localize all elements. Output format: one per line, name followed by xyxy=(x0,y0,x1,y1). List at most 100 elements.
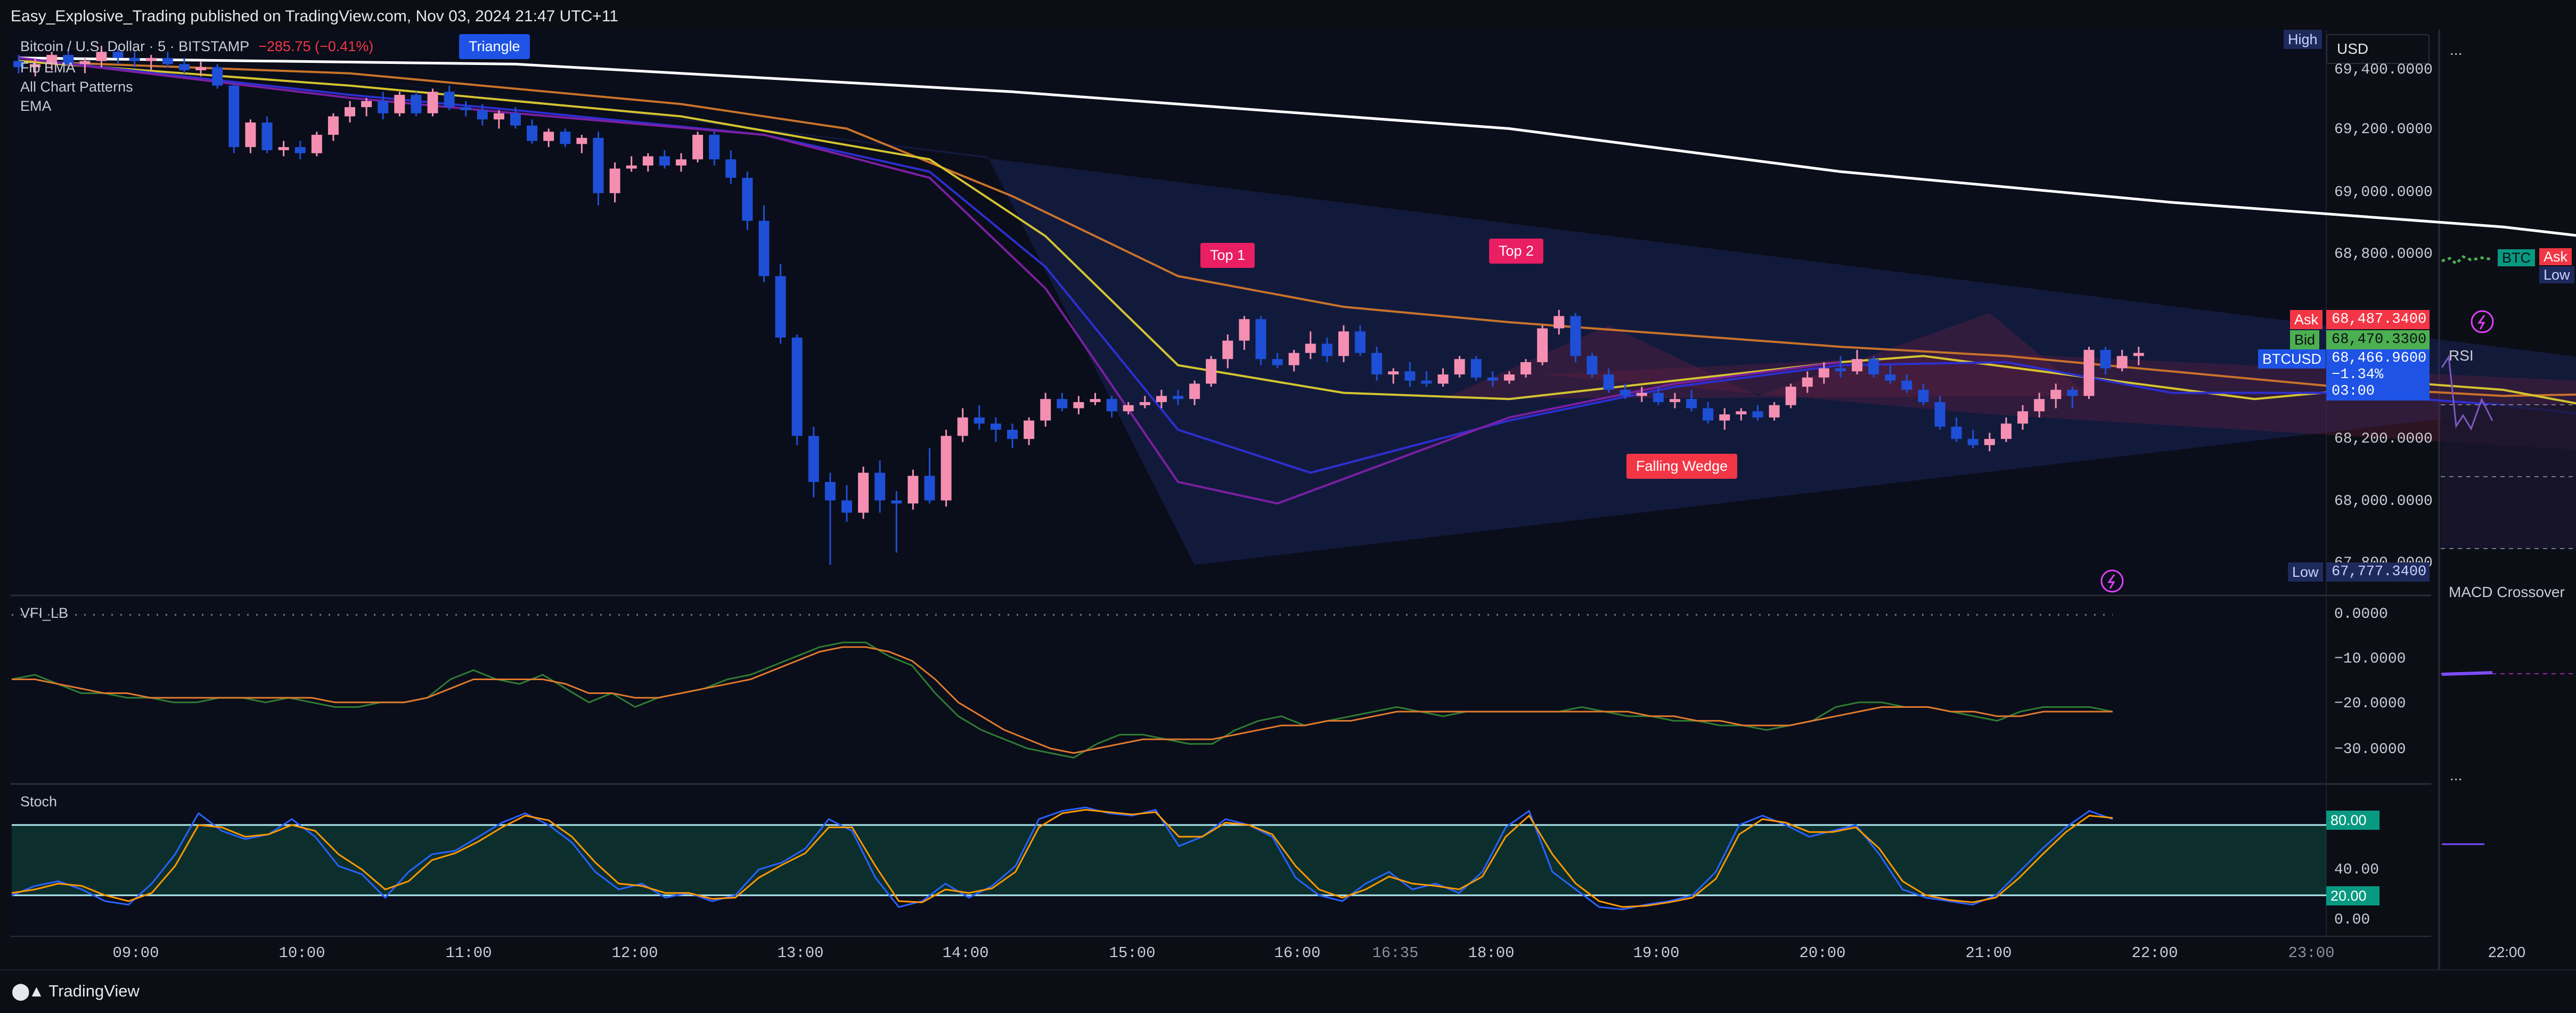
lightning-bolt-icon xyxy=(2477,315,2485,330)
candle-body xyxy=(96,52,107,61)
lightning-icon xyxy=(2100,569,2124,593)
candle-body xyxy=(676,159,686,166)
candle-body xyxy=(1173,396,1183,399)
brand-text: TradingView xyxy=(48,982,140,1000)
candle-body xyxy=(2050,389,2062,399)
candle-body xyxy=(2133,353,2144,356)
candle-body xyxy=(1818,368,1829,378)
candle-body xyxy=(1421,380,1432,384)
time-label: 11:00 xyxy=(445,944,492,962)
candle-body xyxy=(1636,393,1647,396)
candle-body xyxy=(775,276,786,338)
candle-body xyxy=(328,116,339,135)
stoch-mid-label: 40.00 xyxy=(2334,862,2379,878)
candle-body xyxy=(609,168,620,193)
candle-body xyxy=(791,337,803,436)
candle-body xyxy=(46,55,58,64)
legend-fib-ema[interactable]: Fib EMA xyxy=(20,60,76,76)
candle-body xyxy=(1570,316,1581,356)
high-tag: High xyxy=(2284,30,2322,49)
right-panel-menu-top[interactable]: ... xyxy=(2450,42,2463,58)
candle-body xyxy=(2017,411,2029,424)
triangle-label[interactable]: Triangle xyxy=(459,34,530,59)
candle-body xyxy=(477,110,488,120)
candle-body xyxy=(1852,359,1863,372)
candle-body xyxy=(758,220,770,276)
candle-body xyxy=(560,132,571,144)
candle-body xyxy=(1703,408,1714,421)
candle-body xyxy=(2083,349,2095,396)
candle-body xyxy=(1057,399,1068,409)
ask-tag: Ask xyxy=(2290,310,2323,329)
legend-chart-patterns[interactable]: All Chart Patterns xyxy=(20,79,133,95)
macd-title[interactable]: MACD Crossover xyxy=(2449,584,2565,600)
vfi-axis-label: −10.0000 xyxy=(2334,651,2406,667)
candle-body xyxy=(1752,411,1763,418)
candle-body xyxy=(709,135,720,160)
last-price: 68,466.9600 xyxy=(2332,350,2427,366)
candle-body xyxy=(1272,359,1283,365)
candle-body xyxy=(1487,377,1498,381)
candle-body xyxy=(1454,359,1465,375)
price-axis-label: 68,000.0000 xyxy=(2334,493,2433,510)
price-axis-label: 68,200.0000 xyxy=(2334,431,2433,447)
candle-body xyxy=(1239,319,1250,341)
candle-body xyxy=(1470,359,1482,378)
rsi-title[interactable]: RSI xyxy=(2449,347,2474,364)
candle-body xyxy=(493,113,504,120)
candle-body xyxy=(725,159,737,178)
legend-ema[interactable]: EMA xyxy=(20,98,52,114)
candle-body xyxy=(1785,387,1796,405)
price-axis-label: 68,800.0000 xyxy=(2334,246,2433,263)
candle-body xyxy=(1305,344,1316,353)
candle-body xyxy=(179,64,190,70)
candle-body xyxy=(1835,368,1846,372)
candle-body xyxy=(345,107,355,117)
candle-body xyxy=(1769,405,1780,418)
tradingview-brand[interactable]: ⬤▲ TradingView xyxy=(12,982,140,1001)
candle-body xyxy=(1255,319,1266,360)
price-axis-label: 69,000.0000 xyxy=(2334,184,2433,201)
vfi-layer xyxy=(11,614,2113,759)
top2-label[interactable]: Top 2 xyxy=(1489,239,1544,264)
bid-tag: Bid xyxy=(2290,330,2320,349)
candle-body xyxy=(195,67,207,70)
footer-bar xyxy=(0,969,2576,1011)
candle-body xyxy=(990,423,1001,430)
vfi-axis-label: 0.0000 xyxy=(2334,606,2388,623)
candle-body xyxy=(460,107,471,110)
stoch-series-0 xyxy=(11,806,2113,910)
stoch-upper-band: 80.00 xyxy=(2326,811,2379,830)
candle-body xyxy=(261,122,273,150)
currency-selector[interactable]: USD xyxy=(2326,34,2430,64)
time-label: 12:00 xyxy=(611,944,658,962)
right-panel-menu-bottom[interactable]: ... xyxy=(2450,767,2463,783)
candle-body xyxy=(1073,402,1084,409)
candle-body xyxy=(2067,389,2078,396)
vfi-series-0 xyxy=(11,641,2113,759)
candle-body xyxy=(63,55,74,64)
top1-label[interactable]: Top 1 xyxy=(1200,243,1255,268)
vfi-axis-label: −20.0000 xyxy=(2334,696,2406,712)
last-change: −1.34% xyxy=(2332,367,2384,383)
candle-body xyxy=(742,177,753,221)
vfi-title[interactable]: VFI_LB xyxy=(20,605,69,621)
candle-body xyxy=(145,58,157,61)
vfi-series-1 xyxy=(12,646,2113,754)
candle-body xyxy=(2116,356,2128,369)
published-header: Easy_Explosive_Trading published on Trad… xyxy=(11,7,618,25)
candle-body xyxy=(162,58,173,64)
candle-body xyxy=(593,137,604,193)
legend-symbol[interactable]: Bitcoin / U.S. Dollar · 5 · BITSTAMP −28… xyxy=(20,38,373,55)
ema-line-0 xyxy=(18,56,2576,237)
candle-body xyxy=(1951,427,1962,439)
stoch-title[interactable]: Stoch xyxy=(20,794,58,810)
candle-body xyxy=(2001,423,2011,439)
right-ask-tag: Ask xyxy=(2539,248,2572,265)
time-label: 16:35 xyxy=(1372,944,1419,962)
lightning-icon xyxy=(2471,310,2494,333)
rsi-line xyxy=(2441,354,2493,431)
falling-wedge-label[interactable]: Falling Wedge xyxy=(1626,454,1738,479)
